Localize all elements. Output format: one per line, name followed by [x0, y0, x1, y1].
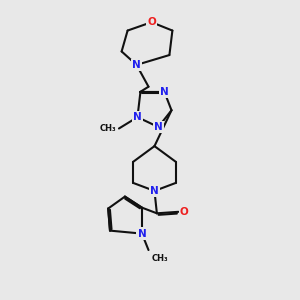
Text: N: N [133, 112, 142, 122]
Text: N: N [150, 186, 159, 196]
Text: CH₃: CH₃ [100, 124, 117, 133]
Text: N: N [160, 87, 169, 97]
Text: N: N [154, 122, 163, 132]
Text: N: N [132, 60, 141, 70]
Text: O: O [147, 17, 156, 27]
Text: N: N [138, 229, 146, 238]
Text: O: O [180, 207, 189, 217]
Text: CH₃: CH₃ [152, 254, 169, 262]
